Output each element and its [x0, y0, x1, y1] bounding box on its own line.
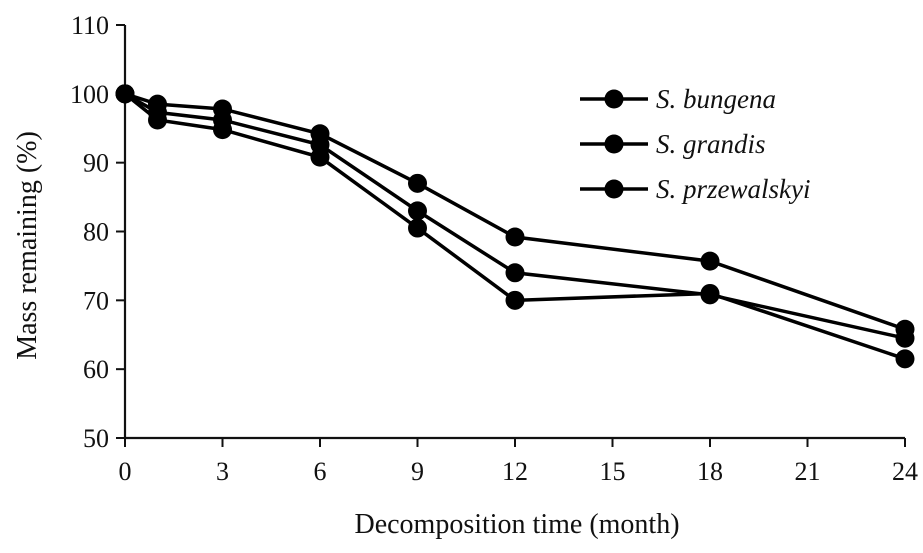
series-line — [124, 92, 906, 340]
data-point — [408, 173, 427, 193]
x-tick-label: 18 — [697, 457, 723, 486]
x-axis-title: Decomposition time (month) — [354, 509, 679, 540]
x-tick-label: 24 — [892, 457, 918, 486]
data-point — [895, 349, 915, 369]
x-tick-label: 9 — [411, 457, 424, 486]
data-point — [505, 290, 525, 310]
data-point — [700, 285, 720, 305]
data-point — [895, 328, 915, 348]
y-ticks: 50 60 70 80 90 100 110 — [70, 11, 125, 453]
y-tick-label: 70 — [83, 286, 109, 315]
x-tick-label: 3 — [216, 457, 229, 486]
x-tick-label: 12 — [502, 457, 528, 486]
legend-label: S. bungena — [656, 84, 776, 114]
data-point — [505, 263, 525, 283]
data-point — [148, 102, 167, 122]
legend-marker — [604, 89, 624, 109]
y-tick-label: 100 — [70, 80, 109, 109]
x-tick-label: 6 — [314, 457, 327, 486]
legend: S. bungena S. grandis S. przewalskyi — [580, 84, 811, 204]
data-point — [700, 251, 720, 271]
data-point — [408, 201, 427, 221]
x-tick-label: 0 — [119, 457, 132, 486]
data-point — [505, 227, 525, 247]
y-tick-label: 50 — [83, 424, 109, 453]
series-layer — [115, 84, 915, 369]
legend-label: S. przewalskyi — [656, 174, 811, 204]
y-tick-label: 110 — [71, 11, 109, 40]
data-point — [115, 84, 135, 104]
legend-item: S. grandis — [580, 129, 766, 159]
series-group — [115, 84, 915, 348]
series-group — [115, 84, 915, 369]
legend-label: S. grandis — [656, 129, 766, 159]
y-tick-label: 90 — [83, 149, 109, 178]
data-point — [408, 218, 427, 238]
legend-item: S. bungena — [580, 84, 776, 114]
legend-marker — [604, 179, 624, 199]
x-tick-label: 21 — [795, 457, 821, 486]
legend-marker — [604, 134, 624, 154]
y-tick-label: 80 — [83, 218, 109, 247]
data-point — [310, 135, 330, 155]
x-tick-label: 15 — [600, 457, 626, 486]
series-line — [123, 92, 906, 361]
x-ticks: 0 3 6 9 12 15 18 21 24 — [119, 438, 918, 486]
series-line — [124, 92, 906, 331]
y-tick-label: 60 — [83, 355, 109, 384]
legend-item: S. przewalskyi — [580, 174, 811, 204]
data-point — [213, 110, 232, 130]
y-axis-title: Mass remaining (%) — [12, 131, 43, 360]
